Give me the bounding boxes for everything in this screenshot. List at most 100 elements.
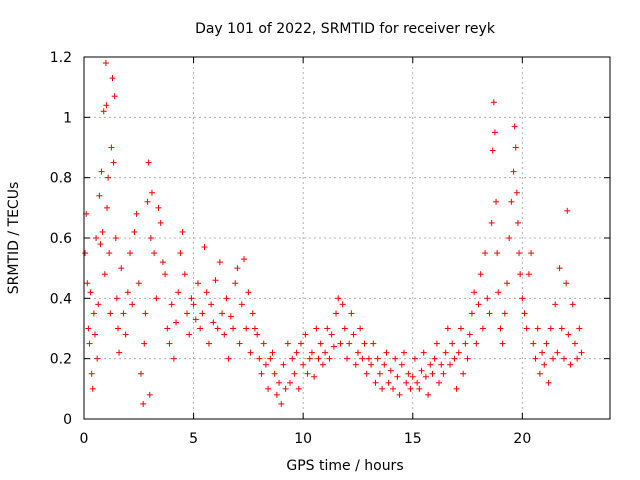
data-point <box>578 349 585 356</box>
data-point <box>170 355 177 362</box>
data-point <box>135 280 142 287</box>
data-point <box>214 325 221 332</box>
data-point <box>473 340 480 347</box>
data-point <box>147 235 154 241</box>
data-point <box>302 331 309 338</box>
data-point <box>260 340 267 347</box>
data-point <box>547 325 554 332</box>
data-point <box>475 301 482 308</box>
data-point <box>411 355 418 362</box>
data-point <box>293 349 300 356</box>
data-point <box>177 250 184 257</box>
data-point <box>216 259 223 266</box>
data-point <box>319 361 326 368</box>
data-point <box>168 301 175 308</box>
data-point <box>265 385 272 392</box>
data-point <box>510 168 517 175</box>
data-point <box>291 370 298 377</box>
data-point <box>145 159 152 166</box>
data-point <box>503 280 510 287</box>
data-point <box>110 159 117 166</box>
data-point <box>219 310 226 317</box>
data-point <box>181 271 188 278</box>
data-point <box>449 340 456 347</box>
data-point <box>493 198 500 205</box>
data-point <box>337 340 344 347</box>
x-tick-label: 15 <box>404 431 422 447</box>
data-point <box>230 325 237 332</box>
data-point <box>374 355 381 362</box>
data-point <box>311 373 318 380</box>
data-point <box>245 289 252 296</box>
data-point <box>166 340 173 347</box>
data-point <box>405 370 412 377</box>
data-point <box>552 301 559 308</box>
data-point <box>221 331 228 338</box>
x-tick-label: 20 <box>513 431 531 447</box>
y-tick-label: 0.6 <box>50 231 72 247</box>
data-point <box>348 310 355 317</box>
data-point <box>444 325 451 332</box>
data-point <box>289 355 296 362</box>
data-point <box>114 325 121 332</box>
data-point <box>379 385 386 392</box>
data-point <box>106 250 113 257</box>
data-point <box>477 271 484 278</box>
data-point <box>491 129 498 136</box>
data-point <box>409 373 416 380</box>
data-point <box>560 355 567 362</box>
data-point <box>451 355 458 362</box>
data-point <box>489 147 496 154</box>
data-point <box>453 385 460 392</box>
data-point <box>280 361 287 368</box>
data-point <box>521 310 528 317</box>
data-point <box>519 295 526 302</box>
y-tick-label: 0.8 <box>50 171 72 187</box>
data-point <box>287 379 294 386</box>
x-axis-label: GPS time / hours <box>286 458 403 474</box>
data-point <box>517 271 524 278</box>
data-point <box>173 319 180 326</box>
data-point <box>210 319 217 326</box>
y-tick-label: 0.2 <box>50 352 72 368</box>
data-point <box>460 370 467 377</box>
data-point <box>534 325 541 332</box>
data-point <box>497 325 504 332</box>
data-point <box>440 370 447 377</box>
data-point <box>508 198 515 205</box>
data-point <box>479 325 486 332</box>
data-point <box>194 280 201 287</box>
data-point <box>236 340 243 347</box>
data-point <box>365 355 372 362</box>
data-point <box>567 361 574 368</box>
data-point <box>335 295 342 302</box>
data-point <box>569 301 576 308</box>
data-point <box>556 265 563 272</box>
data-point <box>516 250 523 257</box>
data-point <box>111 93 118 100</box>
data-point <box>151 250 158 257</box>
data-point <box>254 331 261 338</box>
data-point <box>109 75 116 82</box>
data-point <box>203 289 210 296</box>
data-point <box>330 343 337 350</box>
data-point <box>484 295 491 302</box>
data-point <box>116 349 123 356</box>
data-point <box>84 280 91 287</box>
data-point <box>199 310 206 317</box>
data-point <box>96 192 103 199</box>
data-point <box>164 325 171 332</box>
data-point <box>306 355 313 362</box>
data-point <box>249 310 256 317</box>
data-point <box>315 355 322 362</box>
data-point <box>563 280 570 287</box>
data-point <box>87 289 94 296</box>
data-point <box>101 271 108 278</box>
data-point <box>192 316 199 323</box>
data-point <box>120 310 127 317</box>
data-point <box>107 310 114 317</box>
data-point <box>159 259 166 266</box>
y-axis-label: SRMTID / TECUs <box>6 182 22 295</box>
data-point <box>576 325 583 332</box>
data-point <box>543 340 550 347</box>
